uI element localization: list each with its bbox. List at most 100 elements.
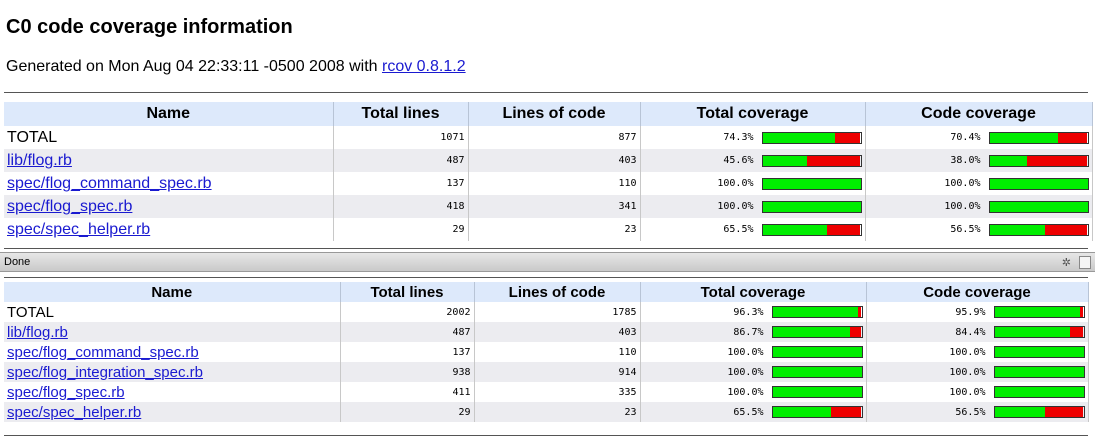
- lines-of-code-cell: 877: [468, 126, 641, 149]
- code-coverage-percent: 56.5%: [950, 224, 981, 235]
- rcov-link[interactable]: rcov 0.8.1.2: [381, 58, 466, 75]
- file-link[interactable]: spec/flog_command_spec.rb: [7, 174, 212, 192]
- covered-portion: [994, 387, 1084, 397]
- code-coverage-wrap: 100.0%: [870, 346, 1085, 358]
- uncovered-portion: [1079, 307, 1084, 317]
- lines-of-code-cell: 110: [468, 172, 641, 195]
- divider: [4, 435, 1088, 436]
- coverage-table: Name Total lines Lines of code Total covera…: [4, 282, 1089, 422]
- divider: [4, 92, 1088, 93]
- covered-portion: [762, 178, 861, 189]
- table-row: TOTAL 2002 1785 96.3% 95.9%: [4, 302, 1089, 322]
- file-link[interactable]: spec/flog_integration_spec.rb: [7, 363, 203, 381]
- file-link[interactable]: spec/flog_spec.rb: [7, 383, 125, 401]
- column-header: Code coverage: [865, 102, 1093, 126]
- code-coverage-wrap: 100.0%: [870, 386, 1085, 398]
- code-coverage-wrap: 100.0%: [869, 200, 1089, 213]
- code-coverage-bar: [993, 326, 1085, 338]
- file-name-cell: spec/spec_helper.rb: [4, 402, 341, 422]
- lines-of-code-cell: 23: [468, 218, 641, 241]
- file-name-cell: spec/flog_command_spec.rb: [4, 342, 341, 362]
- column-header: Name: [4, 102, 334, 126]
- browser-status-bar: Done ✲: [0, 252, 1095, 272]
- code-coverage-percent: 38.0%: [950, 155, 981, 166]
- code-coverage-cell: 38.0%: [865, 149, 1093, 172]
- covered-portion: [772, 347, 862, 357]
- code-coverage-bar: [988, 177, 1089, 190]
- code-coverage-cell: 84.4%: [866, 322, 1089, 342]
- total-coverage-percent: 100.0%: [727, 366, 764, 378]
- file-link[interactable]: spec/spec_helper.rb: [7, 220, 151, 238]
- total-lines-cell: 29: [340, 402, 475, 422]
- table-header-row: Name Total lines Lines of code Total covera…: [4, 282, 1089, 302]
- code-coverage-percent: 100.0%: [944, 178, 981, 189]
- lines-of-code-cell: 23: [474, 402, 641, 422]
- uncovered-portion: [830, 407, 862, 417]
- total-coverage-cell: 100.0%: [640, 362, 867, 382]
- total-lines-cell: 418: [333, 195, 469, 218]
- uncovered-portion: [1044, 407, 1084, 417]
- code-coverage-cell: 100.0%: [866, 382, 1089, 402]
- covered-portion: [772, 327, 850, 337]
- total-coverage-wrap: 100.0%: [644, 200, 862, 213]
- divider: [4, 277, 1088, 278]
- file-name-cell: spec/spec_helper.rb: [4, 218, 334, 241]
- column-header: Total coverage: [640, 102, 866, 126]
- file-link[interactable]: lib/flog.rb: [7, 151, 72, 169]
- code-coverage-cell: 100.0%: [866, 362, 1089, 382]
- total-coverage-bar: [761, 200, 862, 213]
- total-coverage-percent: 65.5%: [733, 406, 764, 418]
- covered-portion: [762, 155, 808, 166]
- file-name-cell: spec/flog_integration_spec.rb: [4, 362, 341, 382]
- uncovered-portion: [807, 155, 861, 166]
- table-row: spec/flog_command_spec.rb 137 110 100.0% 100…: [4, 342, 1089, 362]
- total-coverage-cell: 96.3%: [640, 302, 867, 322]
- code-coverage-percent: 95.9%: [955, 306, 986, 318]
- file-name-cell: TOTAL: [4, 302, 341, 322]
- total-lines-cell: 137: [340, 342, 475, 362]
- total-coverage-wrap: 65.5%: [644, 223, 862, 236]
- table-header-row: Name Total lines Lines of code Total covera…: [4, 102, 1093, 126]
- coverage-report-bottom: Name Total lines Lines of code Total covera…: [0, 272, 1095, 439]
- total-coverage-cell: 74.3%: [640, 126, 866, 149]
- covered-portion: [989, 178, 1088, 189]
- code-coverage-bar: [988, 131, 1089, 144]
- uncovered-portion: [1026, 155, 1088, 166]
- code-coverage-wrap: 100.0%: [870, 366, 1085, 378]
- covered-portion: [772, 307, 859, 317]
- bug-icon[interactable]: ✲: [1061, 257, 1071, 269]
- lines-of-code-cell: 110: [474, 342, 641, 362]
- uncovered-portion: [1058, 132, 1088, 143]
- resize-grip-icon[interactable]: [1079, 256, 1091, 269]
- total-coverage-cell: 65.5%: [640, 402, 867, 422]
- total-coverage-wrap: 86.7%: [644, 326, 863, 338]
- covered-portion: [772, 407, 831, 417]
- total-coverage-percent: 100.0%: [727, 346, 764, 358]
- code-coverage-cell: 56.5%: [866, 402, 1089, 422]
- covered-portion: [989, 155, 1027, 166]
- lines-of-code-cell: 403: [468, 149, 641, 172]
- table-row: spec/spec_helper.rb 29 23 65.5% 56.5%: [4, 218, 1093, 241]
- file-name-cell: spec/flog_spec.rb: [4, 195, 334, 218]
- total-lines-cell: 1071: [333, 126, 469, 149]
- total-coverage-wrap: 100.0%: [644, 386, 863, 398]
- file-link[interactable]: lib/flog.rb: [7, 323, 68, 341]
- column-header: Code coverage: [866, 282, 1089, 302]
- file-name-cell: spec/flog_command_spec.rb: [4, 172, 334, 195]
- total-coverage-percent: 100.0%: [717, 201, 754, 212]
- code-coverage-bar: [993, 306, 1085, 318]
- table-row: lib/flog.rb 487 403 45.6% 38.0%: [4, 149, 1093, 172]
- total-coverage-wrap: 100.0%: [644, 177, 862, 190]
- total-coverage-percent: 74.3%: [723, 132, 754, 143]
- code-coverage-bar: [988, 223, 1089, 236]
- code-coverage-bar: [988, 200, 1089, 213]
- column-header: Total lines: [340, 282, 475, 302]
- file-link[interactable]: spec/spec_helper.rb: [7, 403, 142, 421]
- code-coverage-percent: 70.4%: [950, 132, 981, 143]
- file-link[interactable]: spec/flog_spec.rb: [7, 197, 133, 215]
- total-coverage-wrap: 100.0%: [644, 366, 863, 378]
- code-coverage-percent: 56.5%: [955, 406, 986, 418]
- total-lines-cell: 137: [333, 172, 469, 195]
- file-link[interactable]: spec/flog_command_spec.rb: [7, 343, 199, 361]
- uncovered-portion: [858, 307, 862, 317]
